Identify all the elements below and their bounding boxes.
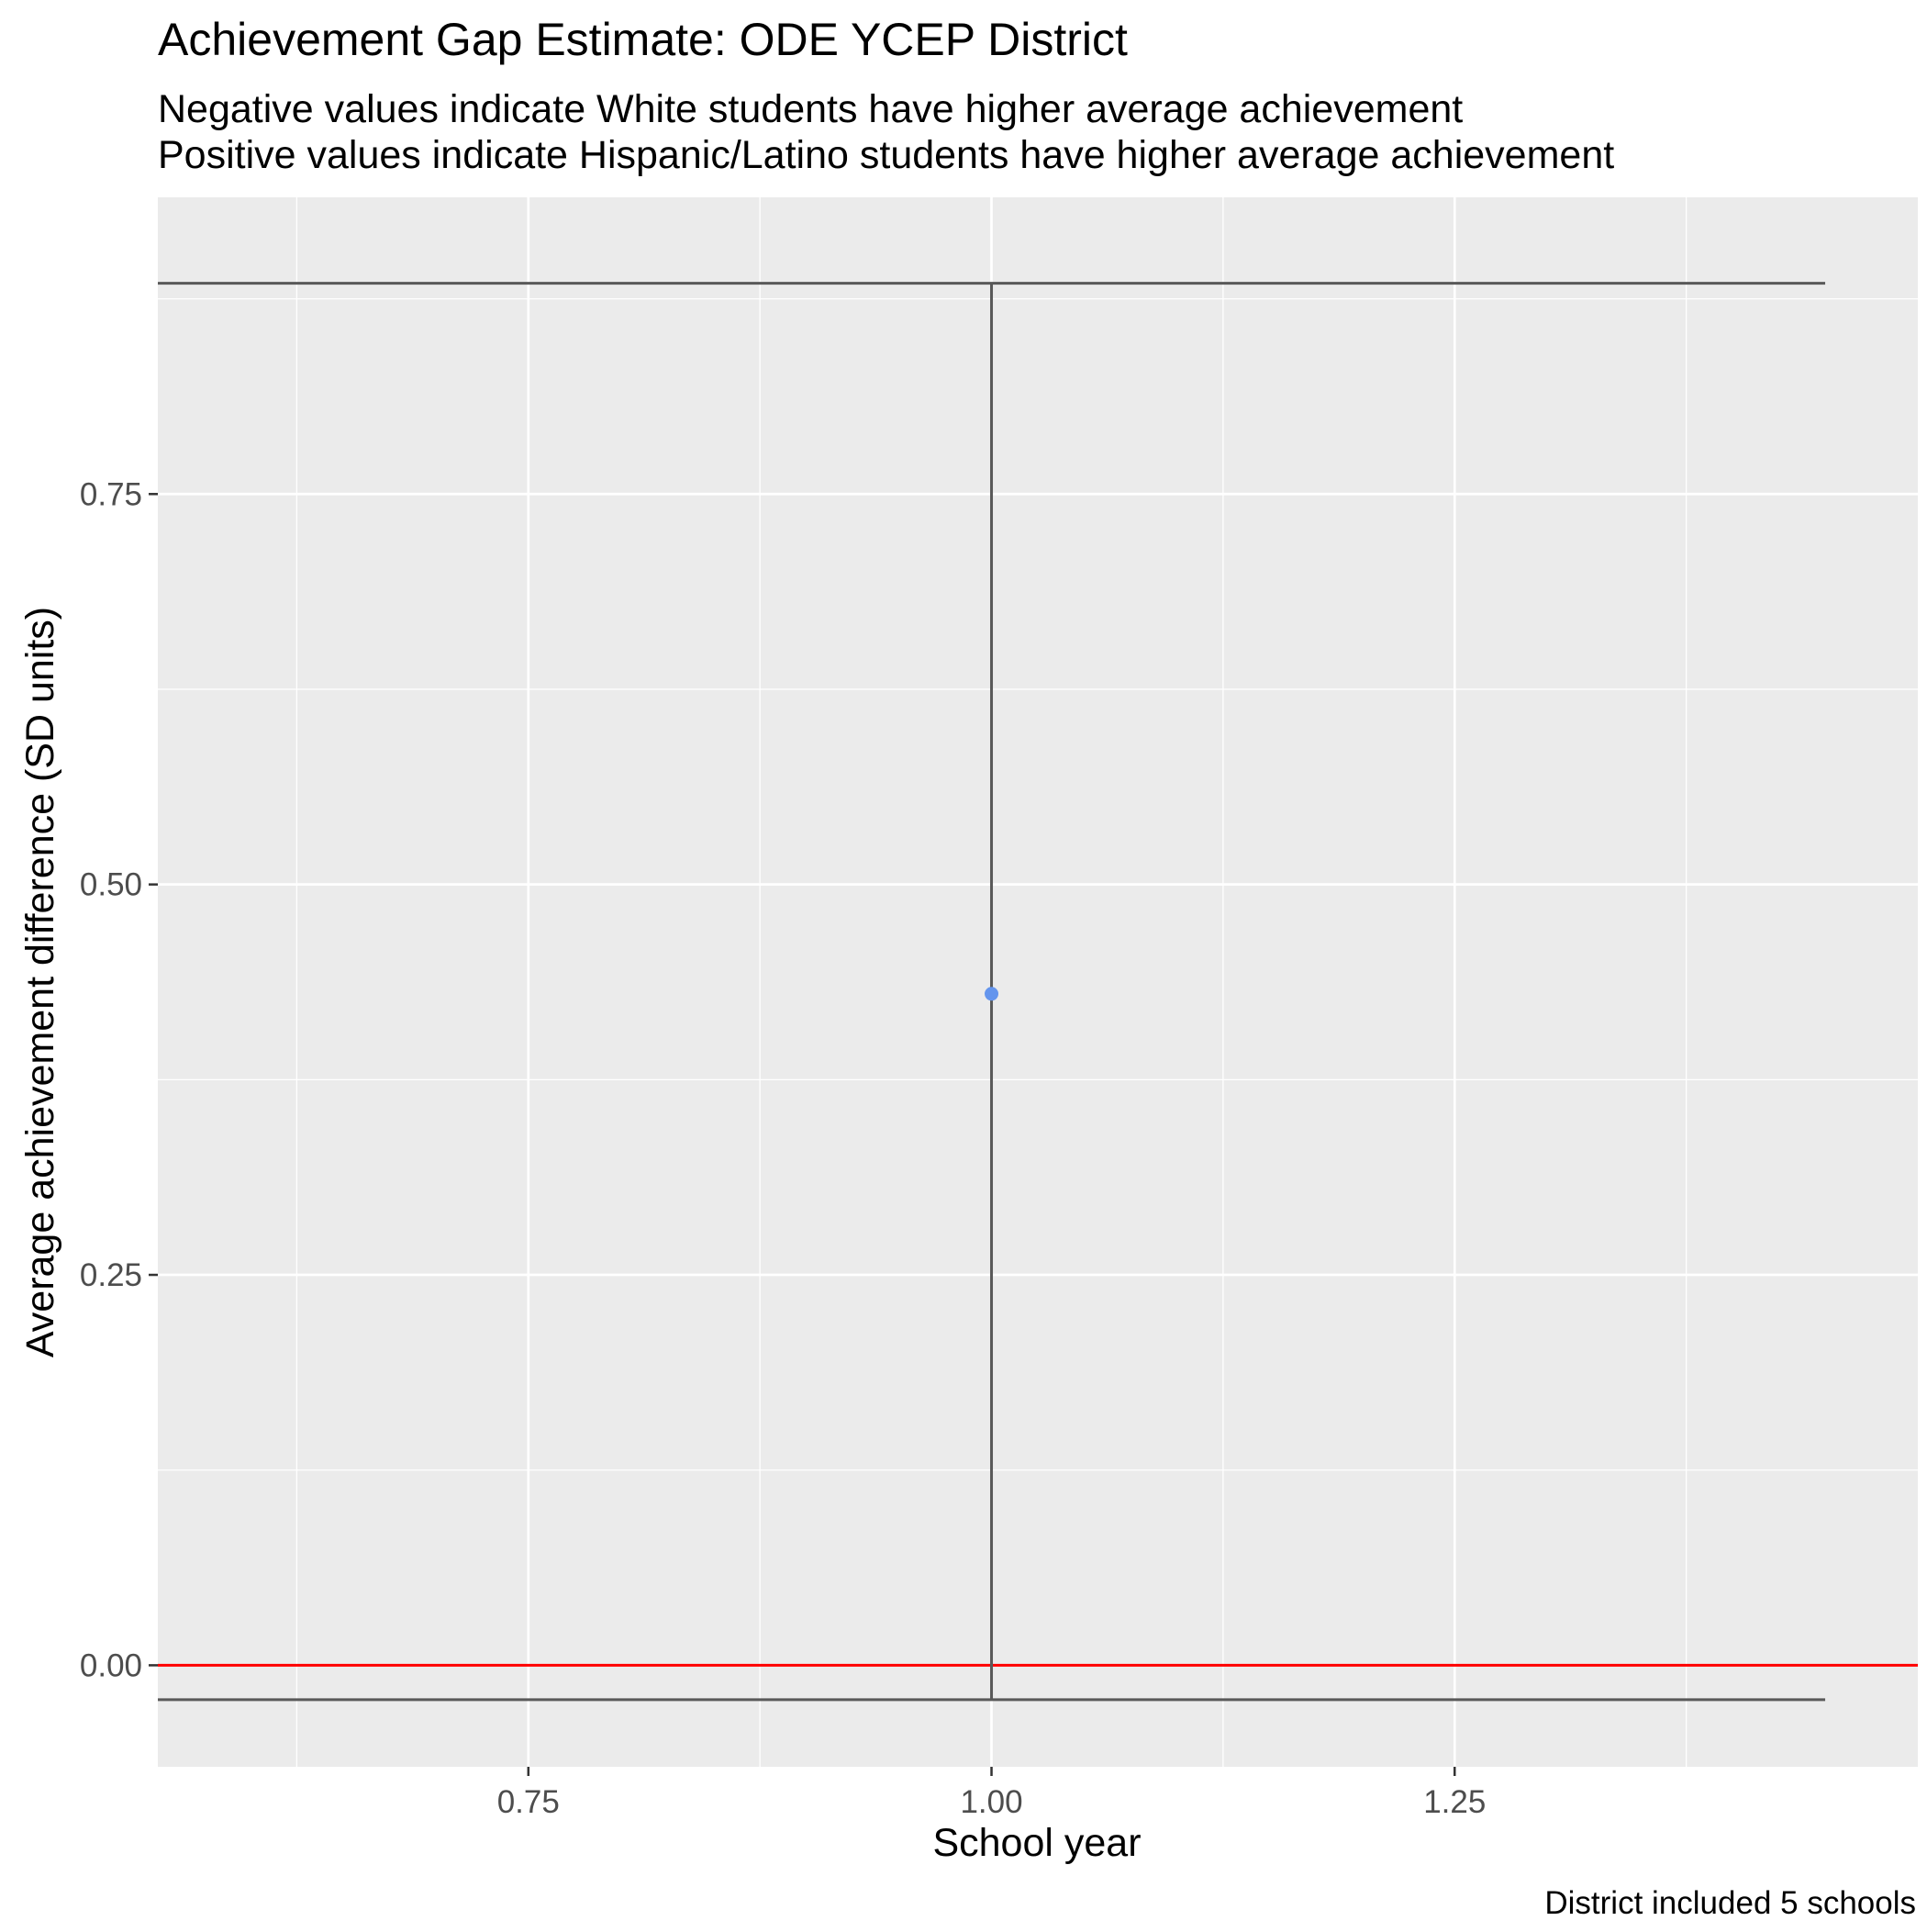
y-axis-title: Average achievement difference (SD units… (18, 607, 62, 1357)
plot-panel (158, 197, 1918, 1767)
y-tick-label: 0.50 (80, 867, 142, 903)
chart-title: Achievement Gap Estimate: ODE YCEP Distr… (158, 14, 1128, 65)
data-layer (158, 282, 1826, 1702)
y-tick-label: 0.75 (80, 476, 142, 512)
y-tick-label: 0.25 (80, 1257, 142, 1293)
data-point (985, 987, 999, 1001)
axes: 0.00 0.25 0.50 0.75 0.75 1.00 1.25 (80, 476, 1486, 1820)
chart-subtitle-line-1: Negative values indicate White students … (158, 87, 1463, 131)
x-axis-title: School year (932, 1821, 1141, 1865)
x-tick-label: 0.75 (497, 1784, 560, 1820)
chart-caption: District included 5 schools (1544, 1885, 1916, 1921)
x-tick-label: 1.00 (960, 1784, 1022, 1820)
y-tick-label: 0.00 (80, 1647, 142, 1683)
x-tick-label: 1.25 (1423, 1784, 1486, 1820)
chart-subtitle-line-2: Positive values indicate Hispanic/Latino… (158, 133, 1614, 177)
